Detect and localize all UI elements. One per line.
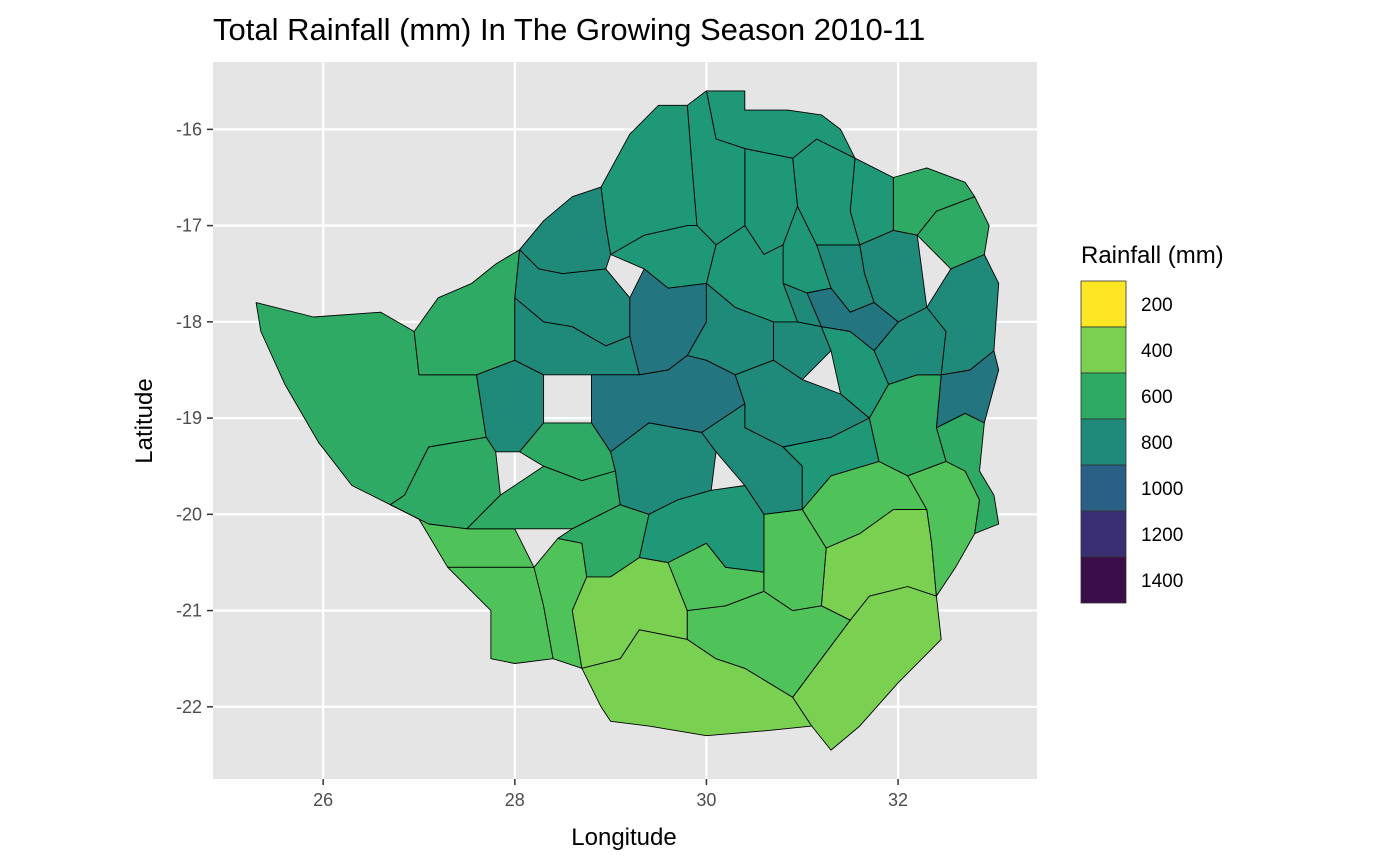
chart-title: Total Rainfall (mm) In The Growing Seaso… <box>213 12 925 47</box>
y-tick-label-0: -16 <box>176 119 202 139</box>
region-gokwe-north <box>514 297 640 376</box>
y-axis-title: Latitude <box>131 378 158 463</box>
legend-label-1000: 1000 <box>1141 479 1183 500</box>
y-tick-label-4: -20 <box>176 504 202 524</box>
legend-key-1400 <box>1080 556 1127 604</box>
legend-label-800: 800 <box>1141 433 1173 454</box>
legend-key-1000 <box>1080 464 1127 512</box>
y-tick-label-3: -19 <box>176 408 202 428</box>
legend-label-200: 200 <box>1141 295 1173 316</box>
region-mutasa <box>926 254 1000 376</box>
region-masvingo <box>638 485 765 573</box>
legend-label-600: 600 <box>1141 387 1173 408</box>
legend: Rainfall (mm) 200 400 600 800 1000 1200 1400 <box>1080 242 1224 604</box>
y-tick-label-5: -21 <box>176 601 202 621</box>
legend-key-600 <box>1080 372 1127 420</box>
region-wedza <box>820 326 889 419</box>
y-axis-ticks: -16 -17 -18 -19 -20 -21 -22 <box>176 119 213 717</box>
x-tick-label-1: 28 <box>505 790 525 810</box>
legend-key-1200 <box>1080 510 1127 558</box>
x-axis-ticks: 26 28 30 32 <box>313 779 908 810</box>
legend-label-1200: 1200 <box>1141 525 1183 546</box>
x-axis-title: Longitude <box>571 824 676 851</box>
legend-label-1400: 1400 <box>1141 571 1183 592</box>
legend-key-400 <box>1080 326 1127 374</box>
legend-key-800 <box>1080 418 1127 466</box>
y-tick-label-2: -18 <box>176 312 202 332</box>
legend-title: Rainfall (mm) <box>1081 242 1224 269</box>
x-tick-label-0: 26 <box>313 790 333 810</box>
x-tick-label-3: 32 <box>888 790 908 810</box>
legend-key-200 <box>1080 280 1127 328</box>
y-tick-label-1: -17 <box>176 216 202 236</box>
map-regions <box>255 90 1000 751</box>
x-tick-label-2: 30 <box>696 790 716 810</box>
y-tick-label-6: -22 <box>176 697 202 717</box>
legend-keys: 200 400 600 800 1000 1200 1400 <box>1080 280 1183 604</box>
region-buhera-west <box>782 417 880 510</box>
legend-label-400: 400 <box>1141 341 1173 362</box>
